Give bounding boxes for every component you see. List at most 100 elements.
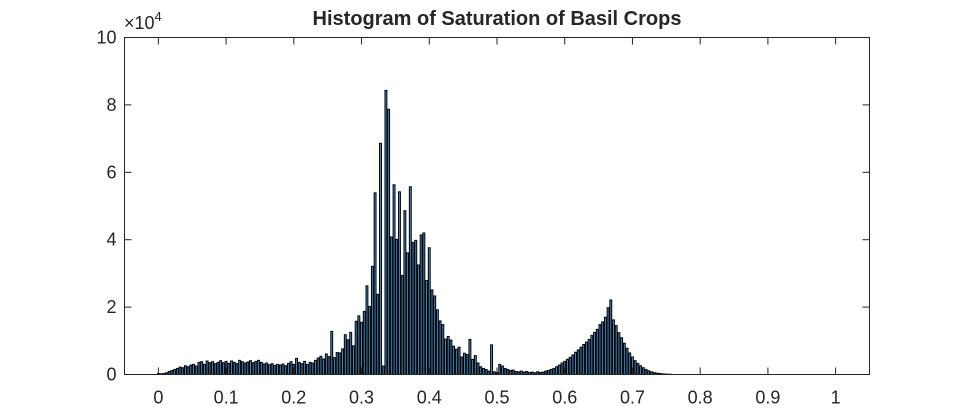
histogram-bar (479, 366, 483, 375)
histogram-bar (365, 285, 369, 375)
histogram-bar (270, 363, 274, 376)
histogram-bar (192, 363, 196, 376)
histogram-bar (170, 369, 174, 375)
histogram-bar (384, 89, 388, 375)
histogram-bar (579, 346, 583, 376)
histogram-bar (265, 362, 269, 376)
plot-box (124, 37, 870, 375)
histogram-bar (316, 357, 320, 375)
histogram-bar (360, 321, 363, 376)
histogram-bar (235, 363, 239, 376)
histogram-bar (387, 108, 391, 375)
histogram-bar (398, 191, 401, 375)
histogram-bar (286, 362, 290, 376)
histogram-bar (414, 239, 418, 375)
histogram-bar (595, 328, 599, 375)
histogram-bar (243, 362, 247, 376)
histogram-bar (636, 362, 640, 376)
histogram-bar (259, 361, 263, 375)
histogram-bar (186, 366, 190, 375)
histogram-bar (617, 332, 621, 375)
histogram-bar (381, 365, 385, 376)
x-tick-label: 0.9 (755, 388, 780, 408)
histogram-bar (503, 367, 507, 375)
y-multiplier-base: ×10 (124, 13, 155, 33)
histogram-bar (238, 359, 242, 376)
histogram-bar (219, 360, 223, 375)
histogram-bar (601, 321, 605, 375)
histogram-bar (311, 362, 315, 376)
histogram-bar (574, 351, 578, 376)
histogram-bar (438, 320, 442, 376)
chart-title: Histogram of Saturation of Basil Crops (313, 8, 682, 30)
histogram-bar (584, 341, 588, 375)
histogram-bar (544, 370, 548, 376)
histogram-bar (547, 369, 550, 375)
histogram-bar (435, 309, 439, 375)
y-tick-label: 8 (106, 95, 116, 115)
histogram-bar (251, 362, 255, 376)
histogram-bar (484, 368, 488, 376)
histogram-bar (408, 186, 412, 375)
histogram-bar (240, 361, 244, 376)
histogram-bar (425, 279, 429, 376)
y-multiplier-exponent: 4 (155, 9, 162, 24)
histogram-bar (571, 354, 575, 376)
x-tick-label: 0.2 (281, 388, 306, 408)
histogram-bar (433, 295, 437, 376)
histogram-bar (184, 365, 187, 375)
histogram-bar (254, 360, 258, 375)
histogram-bar (208, 362, 212, 376)
histogram-bar (379, 142, 382, 375)
histogram-bar (354, 320, 358, 375)
histogram-bar (471, 358, 475, 375)
histogram-bar (549, 368, 553, 376)
histogram-bar (368, 305, 372, 375)
histogram-bar (322, 358, 326, 375)
histogram-bar (197, 361, 201, 375)
histogram-bar (639, 365, 643, 375)
histogram-bar (389, 236, 393, 375)
histogram-bar (249, 360, 252, 375)
histogram-bar (202, 363, 206, 376)
histogram-bar (622, 342, 626, 376)
histogram-bar (319, 355, 323, 375)
histogram-bar (457, 346, 461, 376)
histogram-bar (468, 338, 472, 376)
histogram-bar (343, 334, 347, 376)
histogram-bar (552, 367, 556, 375)
histogram-bar (427, 247, 431, 375)
histogram-bar (519, 370, 523, 376)
histogram-bar (606, 307, 610, 375)
histogram-bar (441, 324, 445, 375)
histogram-bar (333, 357, 336, 375)
histogram-bar (498, 363, 502, 376)
histogram-bar (227, 362, 231, 376)
x-tick-label: 0.1 (214, 388, 239, 408)
histogram-bar (395, 238, 399, 375)
histogram-bar (338, 352, 342, 375)
histogram-bar (609, 299, 613, 375)
histogram-bar (194, 365, 198, 376)
histogram-bar (482, 367, 485, 375)
x-tick-label: 0.4 (417, 388, 442, 408)
histogram-bar (603, 316, 607, 375)
x-tick-label: 0 (153, 388, 163, 408)
y-tick-label: 0 (106, 365, 116, 385)
histogram-bar (576, 349, 580, 375)
histogram-bar (335, 352, 339, 376)
histogram-bar (620, 337, 624, 375)
histogram-bar (281, 363, 285, 375)
histogram-bar (430, 289, 434, 375)
histogram-bar (330, 330, 334, 375)
histogram-bar (422, 232, 426, 375)
histogram-bar (173, 368, 177, 376)
histogram-bar (565, 358, 569, 375)
histogram-bar (463, 352, 466, 375)
histogram-bar (257, 359, 261, 376)
histogram-bar (181, 367, 185, 376)
histogram-bar (633, 360, 637, 375)
histogram-bar (444, 338, 447, 375)
y-tick-label: 2 (106, 297, 116, 317)
